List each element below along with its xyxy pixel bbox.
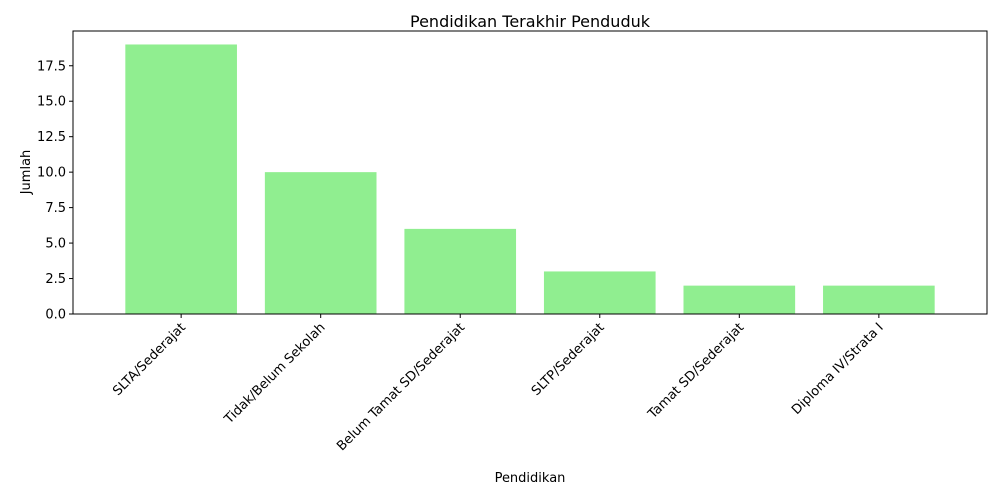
y-axis-ticks: 0.0 2.5 5.0 7.5 10.0 12.5 15.0 17.5	[37, 59, 73, 323]
bar-5	[823, 285, 935, 314]
bars-group	[125, 44, 935, 314]
x-tick-label: SLTA/Sederajat	[110, 320, 189, 399]
y-tick-label: 5.0	[45, 237, 66, 252]
y-tick-label: 12.5	[37, 130, 66, 145]
x-axis-ticks: SLTA/Sederajat Tidak/Belum Sekolah Belum T…	[110, 314, 887, 454]
y-tick-label: 2.5	[45, 272, 66, 287]
y-tick-label: 10.0	[37, 166, 66, 181]
y-tick-label: 17.5	[37, 59, 66, 74]
x-tick-label: SLTP/Sederajat	[529, 320, 608, 399]
y-tick-label: 0.0	[45, 308, 66, 323]
y-axis-label: Jumlah	[19, 150, 34, 196]
bar-2	[404, 228, 517, 314]
bar-1	[264, 172, 377, 314]
x-tick-label: Tidak/Belum Sekolah	[221, 320, 328, 427]
bar-3	[543, 271, 656, 314]
x-axis-label: Pendidikan	[495, 471, 566, 486]
y-tick-label: 7.5	[45, 201, 66, 216]
x-tick-label: Diploma IV/Strata I	[789, 320, 887, 418]
x-tick-label: Belum Tamat SD/Sederajat	[334, 320, 468, 454]
plot-frame	[72, 30, 988, 315]
y-tick-label: 15.0	[37, 95, 66, 110]
bar-0	[125, 44, 237, 314]
x-tick-label: Tamat SD/Sederajat	[645, 320, 747, 422]
chart-title: Pendidikan Terakhir Penduduk	[410, 12, 651, 31]
bar-4	[683, 285, 796, 314]
